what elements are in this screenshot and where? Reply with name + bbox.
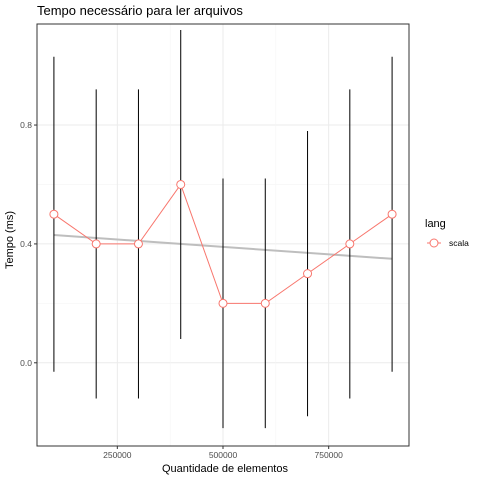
y-axis-title: Tempo (ms) (4, 211, 16, 269)
data-point (176, 179, 186, 189)
legend-key-marker (429, 238, 439, 248)
data-point (345, 239, 355, 249)
data-point (387, 209, 397, 219)
legend-title: lang (425, 218, 446, 230)
legend-item-scala: scala (449, 238, 469, 248)
y-tick-label: 0.0 (20, 358, 32, 368)
data-point (133, 239, 143, 249)
x-tick-label: 500000 (209, 450, 238, 460)
data-point (91, 239, 101, 249)
data-point (260, 298, 270, 308)
plot-area: 0.0 0.4 0.8 250000 500000 750000 (20, 23, 410, 460)
chart-title: Tempo necessário para ler arquivos (37, 3, 243, 18)
x-tick-label: 250000 (103, 450, 132, 460)
data-point (303, 269, 313, 279)
y-tick-label: 0.4 (20, 239, 32, 249)
x-tick-label: 750000 (314, 450, 343, 460)
y-tick-label: 0.8 (20, 120, 32, 130)
data-point (49, 209, 59, 219)
legend: lang scala (425, 218, 469, 248)
x-axis-title: Quantidade de elementos (162, 463, 288, 475)
data-point (218, 298, 228, 308)
